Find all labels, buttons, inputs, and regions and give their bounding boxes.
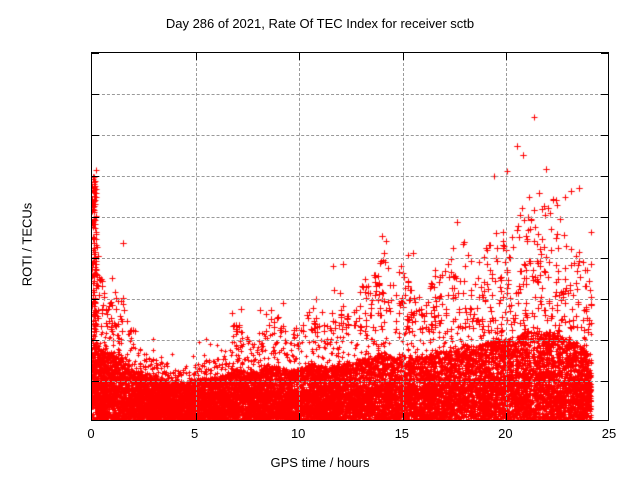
y-axis-tick-right — [601, 381, 608, 382]
gridline-horizontal — [92, 258, 608, 259]
gridline-horizontal — [92, 94, 608, 95]
x-axis-tick-label: 15 — [394, 426, 410, 441]
gridline-horizontal — [92, 381, 608, 382]
y-axis-tick — [92, 53, 99, 54]
x-axis-tick-top — [402, 53, 404, 60]
y-axis-tick-right — [601, 53, 608, 54]
x-axis-tick — [506, 413, 508, 420]
x-axis-tick-top — [506, 53, 508, 60]
x-axis-tick-label: 20 — [498, 426, 513, 441]
y-axis-tick-right — [601, 299, 608, 300]
y-axis-tick-right — [601, 135, 608, 136]
x-axis-title: GPS time / hours — [270, 455, 370, 470]
y-axis-tick-right — [601, 176, 608, 177]
scatter-plot-canvas — [92, 53, 608, 420]
y-axis-tick — [92, 176, 99, 177]
x-axis-tick — [402, 413, 404, 420]
gridline-horizontal — [92, 299, 608, 300]
y-axis-tick — [92, 381, 99, 382]
x-axis-tick-top — [299, 53, 301, 60]
plot-area — [91, 52, 609, 421]
y-axis-tick-right — [601, 258, 608, 259]
gridline-horizontal — [92, 176, 608, 177]
gridline-vertical — [195, 53, 197, 420]
gridline-horizontal — [92, 340, 608, 341]
page-title: Day 286 of 2021, Rate Of TEC Index for r… — [165, 16, 475, 31]
y-axis-tick — [92, 258, 99, 259]
y-axis-tick — [92, 217, 99, 218]
x-axis-tick — [299, 413, 301, 420]
y-axis-tick-right — [601, 94, 608, 95]
y-axis-tick — [92, 94, 99, 95]
x-axis-tick-label: 5 — [190, 426, 199, 441]
y-axis-tick-right — [601, 217, 608, 218]
x-axis-tick-top — [195, 53, 197, 60]
y-axis-title: ROTI / TECUs — [19, 202, 35, 287]
gridline-vertical — [402, 53, 404, 420]
gridline-vertical — [299, 53, 301, 420]
gridline-horizontal — [92, 135, 608, 136]
y-axis-tick-right — [601, 340, 608, 341]
x-axis-tick-label: 0 — [87, 426, 95, 441]
x-axis-tick-label: 25 — [601, 426, 617, 441]
x-axis-tick-label: 10 — [290, 426, 306, 441]
y-axis-tick — [92, 135, 99, 136]
gridline-vertical — [506, 53, 508, 420]
y-axis-tick — [92, 340, 99, 341]
x-axis-tick — [195, 413, 197, 420]
y-axis-tick — [92, 299, 99, 300]
gridline-horizontal — [92, 217, 608, 218]
